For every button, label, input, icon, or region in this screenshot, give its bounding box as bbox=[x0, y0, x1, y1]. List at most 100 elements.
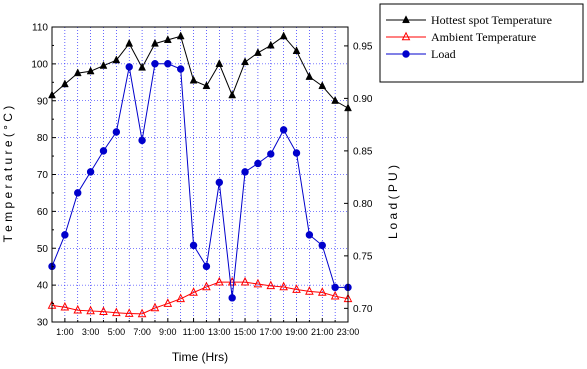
y-left-tick-label: 60 bbox=[37, 207, 49, 218]
y-axis-right-title: L o a d ( P U ) bbox=[386, 165, 400, 239]
series-0-point bbox=[305, 72, 314, 80]
series-1-point bbox=[60, 301, 70, 311]
y-right-tick-label: 0.85 bbox=[353, 146, 373, 157]
series-2-point bbox=[176, 65, 185, 73]
series-0-point bbox=[73, 68, 82, 77]
series-0-point bbox=[279, 31, 288, 40]
y-left-tick-label: 80 bbox=[37, 133, 49, 144]
x-tick-label: 19:00 bbox=[285, 327, 308, 337]
x-tick-label: 5:00 bbox=[108, 327, 126, 337]
series-1-point bbox=[202, 281, 211, 291]
series-2-point bbox=[305, 231, 314, 239]
series-0-point bbox=[163, 35, 172, 43]
series-2-point bbox=[164, 60, 172, 68]
series-2-point bbox=[99, 147, 108, 155]
series-0-point bbox=[228, 90, 237, 99]
series-2-point bbox=[138, 136, 146, 145]
series-2-point bbox=[125, 63, 133, 71]
x-tick-label: 7:00 bbox=[133, 327, 151, 337]
y-right-tick-label: 0.75 bbox=[353, 251, 373, 262]
series-1-point bbox=[124, 308, 134, 317]
x-tick-label: 15:00 bbox=[234, 327, 257, 337]
series-0-point bbox=[86, 66, 95, 75]
series-2-point bbox=[74, 189, 82, 197]
series-0-point bbox=[331, 95, 340, 104]
y-right-tick-label: 0.70 bbox=[353, 304, 373, 315]
series-1-point bbox=[189, 287, 198, 296]
x-tick-label: 9:00 bbox=[159, 327, 177, 337]
series-0-point bbox=[215, 59, 224, 67]
series-layer bbox=[47, 31, 353, 318]
y-right-tick-label: 0.95 bbox=[353, 41, 373, 52]
series-2-point bbox=[202, 262, 211, 271]
series-2-point bbox=[331, 283, 339, 292]
series-1-point bbox=[112, 307, 121, 317]
x-tick-label: 23:00 bbox=[337, 327, 360, 337]
legend-box bbox=[379, 3, 584, 83]
y-left-tick-label: 70 bbox=[37, 170, 49, 181]
series-0-point bbox=[241, 57, 249, 66]
series-2-point bbox=[61, 231, 69, 239]
y-left-tick-label: 100 bbox=[31, 59, 48, 70]
series-1-point bbox=[150, 302, 160, 312]
series-1-point bbox=[73, 304, 83, 314]
series-2-point bbox=[151, 60, 159, 68]
x-tick-label: 1:00 bbox=[56, 327, 74, 337]
series-2-point bbox=[254, 159, 262, 168]
series-0-point bbox=[318, 81, 327, 90]
series-2-point bbox=[189, 241, 198, 250]
legend-label: Hottest spot Temperature bbox=[431, 13, 552, 27]
series-0-point bbox=[292, 46, 301, 55]
y-left-tick-label: 90 bbox=[37, 96, 49, 107]
y-right-tick-label: 0.90 bbox=[353, 94, 373, 105]
y-axis-left-title: T e m p e r a t u r e ( ° C ) bbox=[1, 106, 15, 243]
series-1-point bbox=[266, 280, 276, 290]
series-line-2 bbox=[51, 63, 348, 298]
series-2-point bbox=[112, 128, 121, 136]
series-1-point bbox=[176, 293, 186, 303]
legend-label: Load bbox=[431, 47, 456, 61]
series-1-point bbox=[163, 298, 173, 307]
series-0-point bbox=[99, 60, 108, 69]
y-left-tick-label: 50 bbox=[37, 244, 49, 255]
series-1-point bbox=[137, 308, 147, 318]
axes: 30 40 50 60 70 80 90 100 110 0.70 0.75 0.80 0.85 0.90… bbox=[31, 23, 373, 338]
series-2-point bbox=[241, 168, 249, 176]
x-axis-title: Time (Hrs) bbox=[172, 350, 228, 364]
series-1-point bbox=[292, 284, 301, 293]
y-left-tick-label: 110 bbox=[32, 23, 48, 34]
series-2-point bbox=[86, 168, 95, 176]
y-left-tick-label: 40 bbox=[37, 281, 49, 292]
series-0-point bbox=[151, 38, 159, 47]
x-tick-label: 21:00 bbox=[311, 327, 334, 337]
legend-marker bbox=[401, 31, 411, 41]
x-tick-label: 13:00 bbox=[208, 327, 231, 337]
series-1-point bbox=[214, 276, 224, 286]
series-2-point bbox=[279, 126, 288, 134]
series-0-point bbox=[254, 48, 262, 56]
x-tick-label: 3:00 bbox=[82, 327, 100, 337]
x-tick-label: 17:00 bbox=[260, 327, 283, 337]
series-1-point bbox=[240, 276, 250, 286]
series-2-point bbox=[215, 178, 224, 187]
series-1-point bbox=[330, 290, 340, 300]
series-1-point bbox=[279, 281, 288, 291]
series-0-point bbox=[189, 75, 198, 84]
series-2-point bbox=[267, 150, 275, 158]
legend-marker bbox=[402, 15, 410, 24]
y-left-tick-label: 30 bbox=[37, 318, 49, 329]
series-0-point bbox=[60, 79, 69, 88]
legend-label: Ambient Temperature bbox=[431, 30, 536, 44]
x-tick-label: 11:00 bbox=[183, 327, 205, 337]
series-0-point bbox=[112, 55, 121, 64]
series-2-point bbox=[292, 149, 301, 157]
y-right-tick-label: 0.80 bbox=[353, 199, 373, 210]
series-1-point bbox=[86, 305, 95, 315]
series-0-point bbox=[266, 40, 275, 49]
series-1-point bbox=[99, 306, 108, 315]
series-1-point bbox=[305, 286, 314, 295]
series-1-point bbox=[253, 278, 263, 288]
legend-marker bbox=[402, 50, 410, 58]
legend: Hottest spot Temperature Ambient Temperat… bbox=[379, 3, 584, 83]
